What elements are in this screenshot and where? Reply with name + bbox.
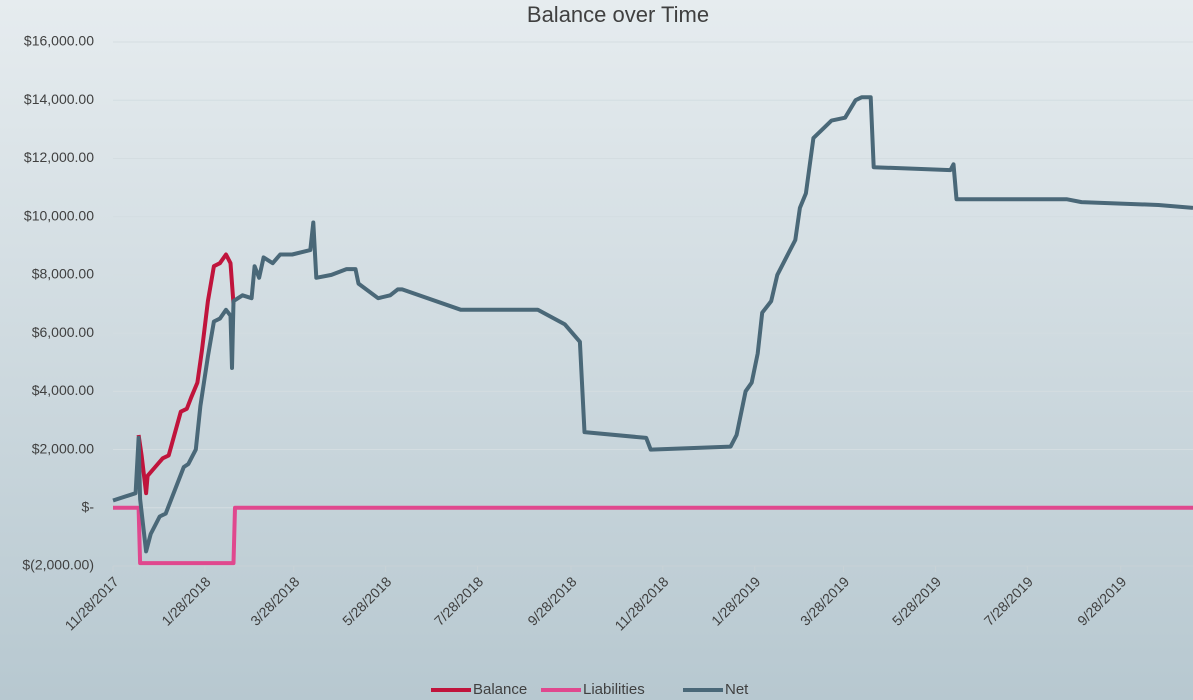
y-tick-label: $6,000.00 [32, 324, 94, 340]
x-tick-label: 7/28/2019 [981, 573, 1037, 629]
x-tick-label: 7/28/2018 [431, 573, 487, 629]
legend-label: Liabilities [583, 681, 645, 698]
line-series [136, 252, 236, 496]
y-tick-label: $8,000.00 [32, 266, 94, 282]
legend-label: Net [725, 681, 749, 698]
x-tick-label: 3/28/2019 [797, 573, 853, 629]
x-tick-label: 3/28/2018 [247, 573, 303, 629]
x-tick-label: 1/28/2018 [158, 573, 214, 629]
line-series [112, 95, 1193, 554]
x-tick-label: 5/28/2019 [889, 573, 945, 629]
y-tick-label: $(2,000.00) [22, 557, 94, 573]
y-tick-label: $2,000.00 [32, 440, 94, 456]
x-tick-label: 5/28/2018 [339, 573, 395, 629]
y-tick-label: $10,000.00 [24, 207, 94, 223]
legend-label: Balance [473, 681, 527, 698]
x-tick-label: 11/28/2017 [62, 573, 122, 633]
x-tick-label: 9/28/2018 [524, 573, 580, 629]
y-tick-label: $16,000.00 [24, 33, 94, 49]
y-tick-label: $14,000.00 [24, 91, 94, 107]
x-tick-label: 9/28/2019 [1074, 573, 1130, 629]
y-tick-label: $12,000.00 [24, 149, 94, 165]
chart-title: Balance over Time [527, 2, 709, 27]
y-tick-label: $4,000.00 [32, 382, 94, 398]
x-tick-label: 11/28/2018 [611, 573, 671, 633]
x-tick-label: 1/28/2019 [708, 573, 764, 629]
line-series [113, 505, 1193, 566]
y-tick-label: $- [82, 498, 95, 514]
